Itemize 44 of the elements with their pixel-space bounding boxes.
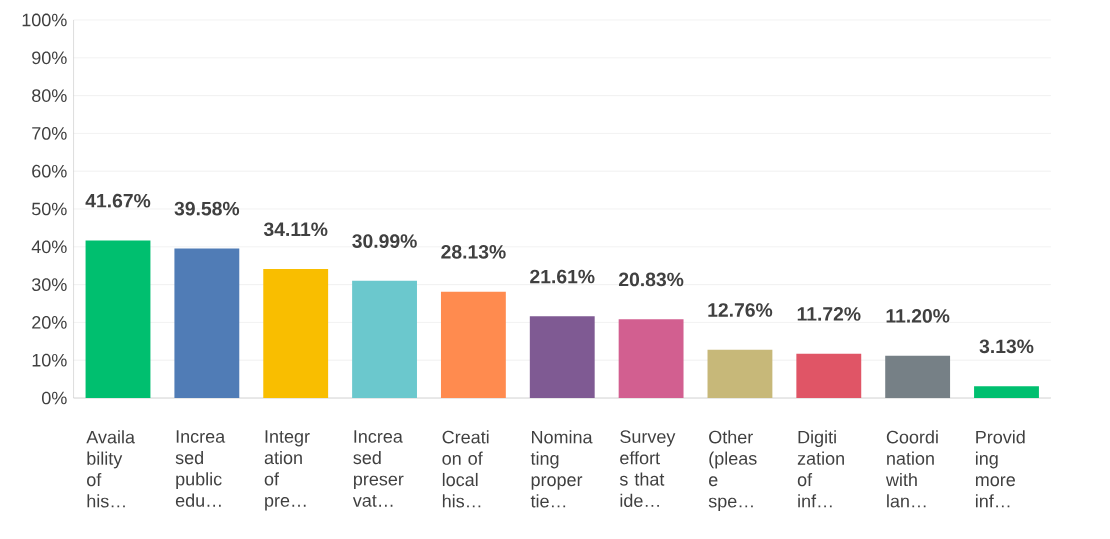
x-tick-label: Nomina ting proper tie… — [530, 430, 593, 508]
bar — [618, 319, 684, 398]
x-tick-label: Coordi nation with lan… — [885, 430, 938, 508]
y-tick-label: 10% — [32, 353, 67, 367]
bar — [796, 353, 862, 398]
bar — [440, 291, 506, 398]
x-tick-label: Increa sed preser vat… — [352, 430, 404, 507]
x-tick-label: Availa bility of his… — [86, 430, 135, 508]
data-label: 30.99% — [352, 234, 417, 248]
bar — [263, 269, 329, 398]
bar — [974, 386, 1039, 398]
y-tick-label: 80% — [32, 89, 67, 102]
data-label: 12.76% — [708, 303, 773, 317]
bar — [885, 355, 951, 398]
x-tick-label: Creati on of local his… — [442, 430, 489, 508]
y-tick-label: 50% — [31, 202, 67, 216]
y-tick-label: 70% — [32, 127, 67, 140]
y-tick-label: 20% — [32, 316, 67, 329]
bar — [85, 240, 151, 398]
data-label: 39.58% — [174, 201, 240, 216]
data-label: 11.72% — [797, 307, 861, 321]
y-tick-label: 30% — [31, 278, 67, 291]
bar — [174, 248, 240, 398]
y-tick-label: 40% — [31, 240, 67, 254]
bar — [352, 280, 417, 398]
bar — [529, 316, 595, 398]
x-tick-label: Provid ing more inf… — [975, 430, 1025, 508]
data-label: 34.11% — [263, 222, 328, 237]
data-label: 28.13% — [441, 245, 506, 259]
x-tick-label: Integr ation of pre… — [264, 430, 310, 511]
data-label: 11.20% — [886, 309, 950, 323]
data-label: 21.61% — [530, 269, 595, 284]
bar — [707, 349, 773, 398]
data-label: 3.13% — [979, 339, 1034, 354]
x-tick-label: Survey effort s that ide… — [619, 430, 676, 507]
y-tick-label: 90% — [32, 51, 67, 65]
x-tick-label: Digiti zation of inf… — [797, 430, 844, 508]
data-label: 41.67% — [85, 193, 151, 208]
y-tick-label: 100% — [22, 13, 67, 27]
y-tick-label: 0% — [42, 391, 67, 405]
x-tick-label: Increa sed public edu… — [175, 430, 226, 507]
x-tick-label: Other (pleas e spe… — [708, 430, 757, 512]
y-tick-label: 60% — [32, 164, 67, 178]
data-label: 20.83% — [618, 272, 684, 287]
